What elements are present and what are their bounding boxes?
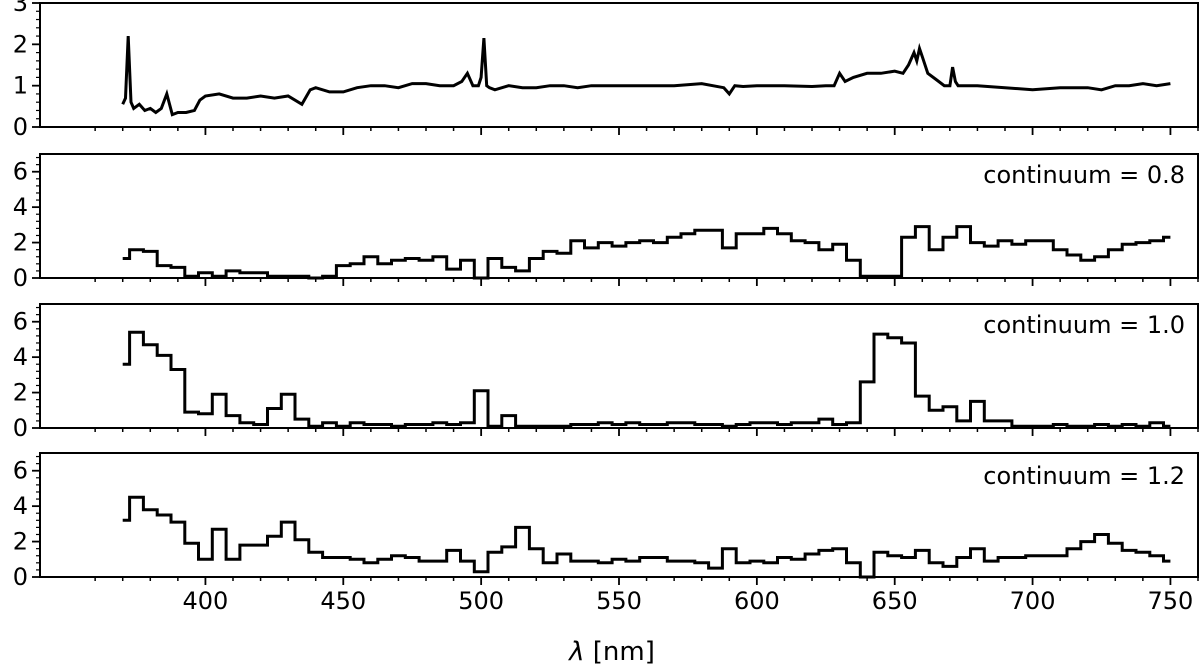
continuum-12-y-ticks: 0 2 4 6 — [13, 455, 40, 591]
continuum-08-annotation: continuum = 0.8 — [983, 161, 1185, 189]
spectrum-x-ticks — [94, 127, 1199, 135]
continuum-08-y-tick-label: 6 — [13, 158, 28, 186]
spectrum-y-tick-label: 2 — [13, 30, 28, 58]
continuum-08-series — [122, 225, 1171, 280]
x-tick-label: 450 — [320, 587, 366, 615]
continuum-12-series — [122, 495, 1171, 579]
continuum-10-annotation: continuum = 1.0 — [983, 311, 1185, 339]
x-tick-label: 600 — [734, 587, 780, 615]
continuum-12-annotation: continuum = 1.2 — [983, 462, 1185, 490]
x-axis-symbol: λ — [567, 637, 584, 667]
continuum-12-y-tick-label: 6 — [13, 457, 28, 485]
continuum-08-panel: 0 2 4 6 continuum = 0.8 — [13, 153, 1199, 292]
spectrum-y-tick-label: 0 — [13, 113, 28, 141]
continuum-10-panel: 0 2 4 6 continuum = 1.0 — [13, 303, 1199, 442]
x-tick-label: 650 — [872, 587, 918, 615]
continuum-12-y-tick-label: 0 — [13, 563, 28, 591]
continuum-12-panel: 0 2 4 6 continuum = 1.2 400 450 500 550 600 650 7… — [13, 452, 1199, 615]
spectrum-y-tick-label: 1 — [13, 72, 28, 100]
x-tick-label: 500 — [458, 587, 504, 615]
continuum-12-series-line — [122, 495, 1171, 579]
spectrum-y-ticks: 0 1 2 3 — [13, 0, 40, 141]
continuum-08-y-tick-label: 0 — [13, 264, 28, 292]
continuum-10-x-ticks — [94, 428, 1199, 436]
spectrum-y-tick-label: 3 — [13, 0, 28, 17]
continuum-12-x-ticks — [94, 577, 1199, 585]
spectrum-series — [121, 36, 1171, 117]
continuum-08-y-ticks: 0 2 4 6 — [13, 156, 40, 292]
continuum-08-y-tick-label: 4 — [13, 193, 28, 221]
continuum-10-series — [122, 330, 1171, 428]
continuum-08-y-tick-label: 2 — [13, 229, 28, 257]
continuum-12-y-tick-label: 4 — [13, 492, 28, 520]
spectrum-panel: 0 1 2 3 — [13, 0, 1199, 141]
continuum-10-y-tick-label: 2 — [13, 379, 28, 407]
spectrum-axes-frame — [39, 2, 1199, 128]
continuum-12-y-tick-label: 2 — [13, 528, 28, 556]
continuum-10-y-tick-label: 0 — [13, 414, 28, 442]
continuum-10-series-line — [122, 330, 1171, 428]
x-tick-label: 700 — [1010, 587, 1056, 615]
continuum-08-x-ticks — [94, 278, 1199, 286]
x-axis-title: λ [nm] — [567, 637, 655, 667]
continuum-08-series-line — [122, 225, 1171, 280]
x-tick-label: 550 — [596, 587, 642, 615]
x-tick-label: 400 — [183, 587, 229, 615]
continuum-10-y-ticks: 0 2 4 6 — [13, 306, 40, 442]
spectrum-series-line — [121, 36, 1171, 117]
continuum-10-y-tick-label: 4 — [13, 343, 28, 371]
x-axis-unit: [nm] — [585, 637, 655, 667]
x-tick-labels: 400 450 500 550 600 650 700 750 — [183, 587, 1194, 615]
continuum-10-y-tick-label: 6 — [13, 308, 28, 336]
x-tick-label: 750 — [1148, 587, 1194, 615]
